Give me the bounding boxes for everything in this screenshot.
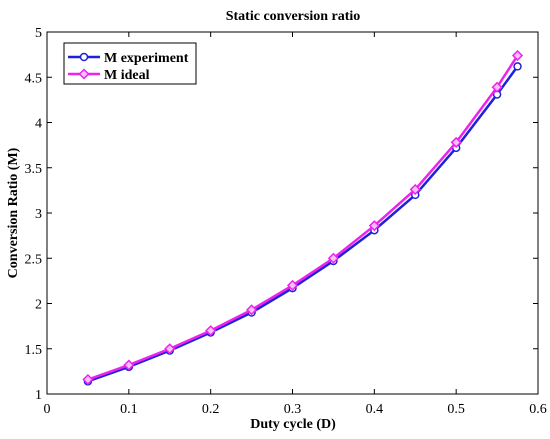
- y-tick-label-5: 3.5: [25, 162, 43, 177]
- x-tick-label-1: 0.1: [120, 402, 138, 417]
- y-tick-label-2: 2: [35, 298, 42, 313]
- series-1-point-10: [491, 81, 503, 93]
- plot-area: [46, 31, 539, 395]
- y-tick-label-3: 2.5: [25, 252, 43, 267]
- x-tick-label-2: 0.2: [202, 402, 220, 417]
- series-0-point-11: [513, 62, 522, 71]
- y-tick-label-1: 1.5: [25, 343, 43, 358]
- series-1-point-1: [123, 359, 135, 371]
- x-tick-label-6: 0.6: [529, 402, 547, 417]
- legend-label-ideal: M ideal: [104, 68, 150, 83]
- legend-marker-ideal: [78, 68, 90, 80]
- x-axis-label: Duty cycle (D): [250, 417, 336, 432]
- y-tick-label-4: 3: [35, 207, 42, 222]
- series-1-point-7: [368, 220, 380, 232]
- series-line-1: [87, 54, 519, 381]
- series-1: [82, 49, 524, 386]
- y-tick-label-7: 4.5: [25, 71, 43, 86]
- series-line-0: [87, 65, 519, 383]
- y-tick-label-0: 1: [35, 388, 42, 403]
- legend-marker-experiment: [79, 52, 89, 62]
- series-1-point-0: [82, 373, 94, 386]
- x-tick-label-4: 0.4: [366, 402, 384, 417]
- y-tick-label-6: 4: [35, 117, 42, 132]
- legend: M experiment M ideal: [63, 42, 197, 85]
- chart-title: Static conversion ratio: [226, 9, 361, 24]
- series-1-point-5: [286, 279, 299, 291]
- series-1-point-11: [511, 49, 524, 62]
- axis-ticks: 0 0.1 0.2 0.3 0.4 0.5 0.6 1 1.5 2 2.5 3 3.5 4 4.5 5: [25, 26, 547, 417]
- x-tick-label-5: 0.5: [447, 402, 465, 417]
- y-axis-label: Conversion Ratio (M): [6, 147, 21, 278]
- series-1-point-3: [205, 325, 217, 337]
- series-1-point-9: [450, 136, 462, 148]
- series-1-point-2: [164, 343, 176, 355]
- series-layer: [82, 49, 524, 386]
- x-tick-label-3: 0.3: [284, 402, 302, 417]
- series-1-point-4: [246, 304, 258, 316]
- y-tick-label-8: 5: [35, 26, 42, 41]
- series-1-point-8: [409, 183, 421, 196]
- x-tick-label-0: 0: [44, 402, 51, 417]
- legend-label-experiment: M experiment: [104, 51, 189, 66]
- series-1-point-6: [327, 252, 339, 264]
